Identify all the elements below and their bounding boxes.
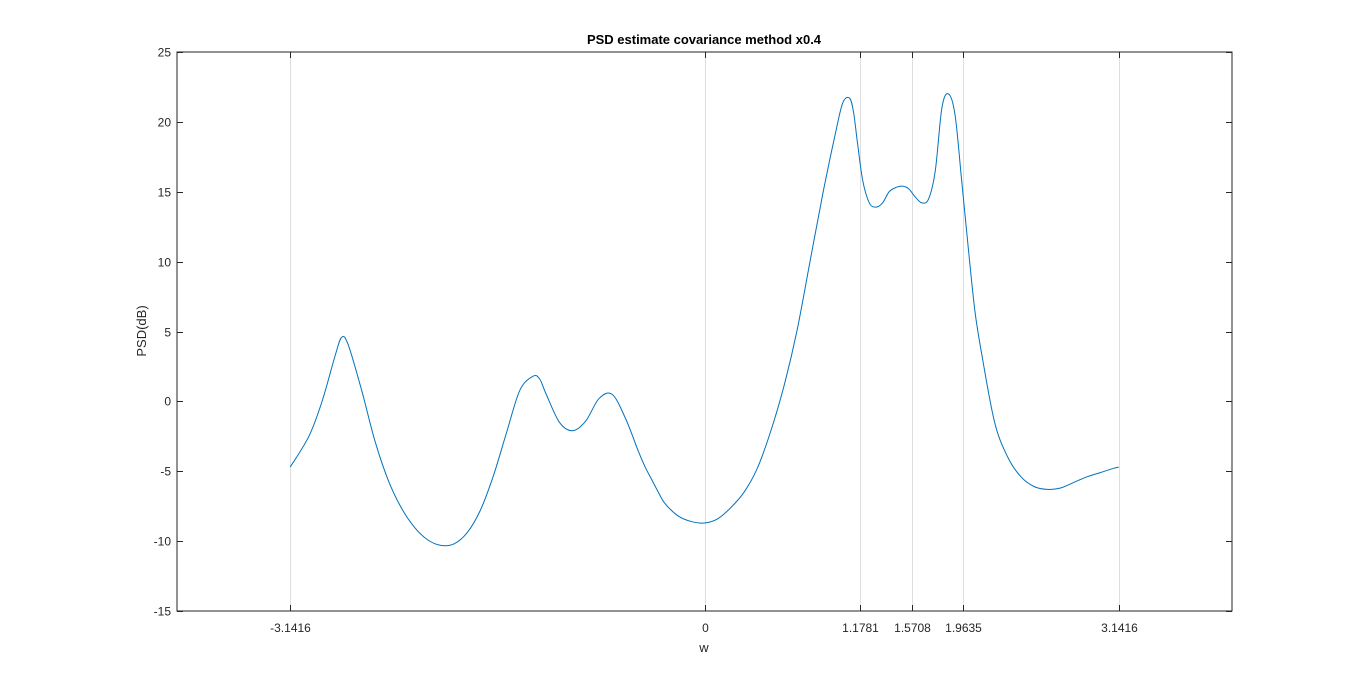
psd-series-line: [289, 93, 1119, 547]
x-axis-label: w: [698, 640, 709, 655]
y-tick-label: 15: [158, 186, 172, 200]
x-tick-label: 1.5708: [894, 621, 931, 635]
axes-box: [176, 51, 1233, 612]
y-tick-label: 0: [164, 395, 171, 409]
y-tick-label: 20: [158, 116, 172, 130]
y-axis-label: PSD(dB): [134, 305, 149, 356]
grid-layer: [290, 52, 1120, 611]
x-tick-label: 1.9635: [945, 621, 982, 635]
y-tick-label: -15: [154, 605, 172, 619]
x-tick-label: 3.1416: [1101, 621, 1138, 635]
chart-title: PSD estimate covariance method x0.4: [587, 32, 822, 47]
series-layer: [289, 93, 1119, 547]
y-tick-label: 10: [158, 256, 172, 270]
x-tick-label: -3.1416: [270, 621, 311, 635]
axes-background: [177, 52, 1232, 611]
x-tick-label: 1.1781: [842, 621, 879, 635]
y-tick-label: 25: [158, 46, 172, 60]
y-tick-label: -5: [160, 465, 171, 479]
y-tick-label: -10: [154, 535, 172, 549]
ticks-layer: -3.1416 0 1.1781 1.5708 1.9635 3.1416 -15 -10 -5…: [154, 46, 1232, 635]
x-tick-label: 0: [702, 621, 709, 635]
y-tick-label: 5: [164, 326, 171, 340]
